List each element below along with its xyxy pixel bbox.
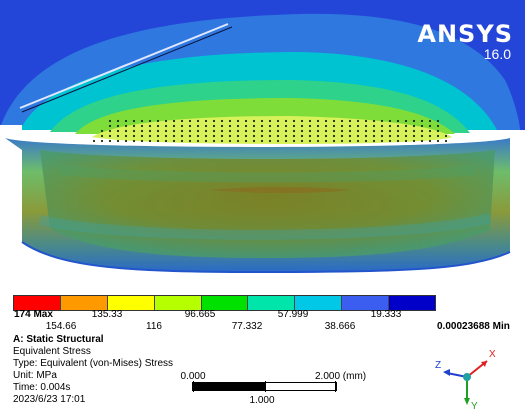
legend-label: 135.33 bbox=[91, 309, 123, 320]
lower-edge bbox=[21, 241, 511, 274]
legend-swatch bbox=[201, 296, 249, 310]
legend-swatch bbox=[295, 296, 343, 310]
scale-end-label: 2.000 (mm) bbox=[315, 371, 367, 382]
scale-start-label: 0.000 bbox=[180, 371, 206, 382]
result-time: Time: 0.004s bbox=[13, 382, 71, 393]
result-type: Type: Equivalent (von-Mises) Stress bbox=[13, 358, 174, 369]
scale-mid-label: 1.000 bbox=[249, 395, 275, 406]
inner-ridge bbox=[210, 187, 350, 193]
z-label: Z bbox=[435, 360, 441, 371]
legend-label: 96.665 bbox=[184, 309, 216, 320]
legend-label: 154.66 bbox=[45, 321, 77, 332]
legend-label: 57.999 bbox=[277, 309, 309, 320]
legend-swatch bbox=[154, 296, 202, 310]
legend-label: 38.666 bbox=[324, 321, 356, 332]
result-date: 2023/6/23 17:01 bbox=[13, 394, 86, 405]
legend-swatch bbox=[107, 296, 155, 310]
mesh-dots bbox=[92, 119, 448, 143]
ansys-logo: ANSYS 16.0 bbox=[417, 22, 513, 62]
legend-swatch bbox=[342, 296, 390, 310]
legend-label-min: 0.00023688 Min bbox=[437, 321, 510, 332]
band-1 bbox=[59, 165, 476, 183]
legend-label: 77.332 bbox=[231, 321, 263, 332]
legend-swatch bbox=[389, 296, 436, 310]
analysis-title: A: Static Structural bbox=[13, 334, 104, 345]
result-name: Equivalent Stress bbox=[13, 346, 91, 357]
lower-body-inner bbox=[40, 150, 495, 258]
result-unit: Unit: MPa bbox=[13, 370, 57, 381]
axis-triad[interactable]: X Y Z bbox=[433, 345, 503, 411]
x-label: X bbox=[489, 349, 496, 360]
result-info: A: Static Structural Equivalent Stress T… bbox=[13, 334, 173, 406]
legend-swatch bbox=[14, 296, 61, 310]
diagonal-edge-light bbox=[19, 23, 229, 109]
legend-swatch bbox=[248, 296, 296, 310]
scale-bar bbox=[192, 381, 337, 392]
legend-swatch bbox=[60, 296, 108, 310]
brand-name: ANSYS bbox=[417, 20, 513, 48]
band-2 bbox=[38, 213, 492, 240]
y-label: Y bbox=[471, 401, 478, 411]
brand-version: 16.0 bbox=[483, 46, 511, 62]
legend-label: 116 bbox=[146, 321, 162, 332]
stress-legend bbox=[13, 295, 436, 311]
diagonal-edge-dark bbox=[21, 26, 233, 113]
legend-label: 19.333 bbox=[370, 309, 402, 320]
lower-body-outer bbox=[0, 125, 22, 240]
triad-origin bbox=[463, 373, 471, 381]
legend-label-max: 174 Max bbox=[14, 309, 53, 320]
